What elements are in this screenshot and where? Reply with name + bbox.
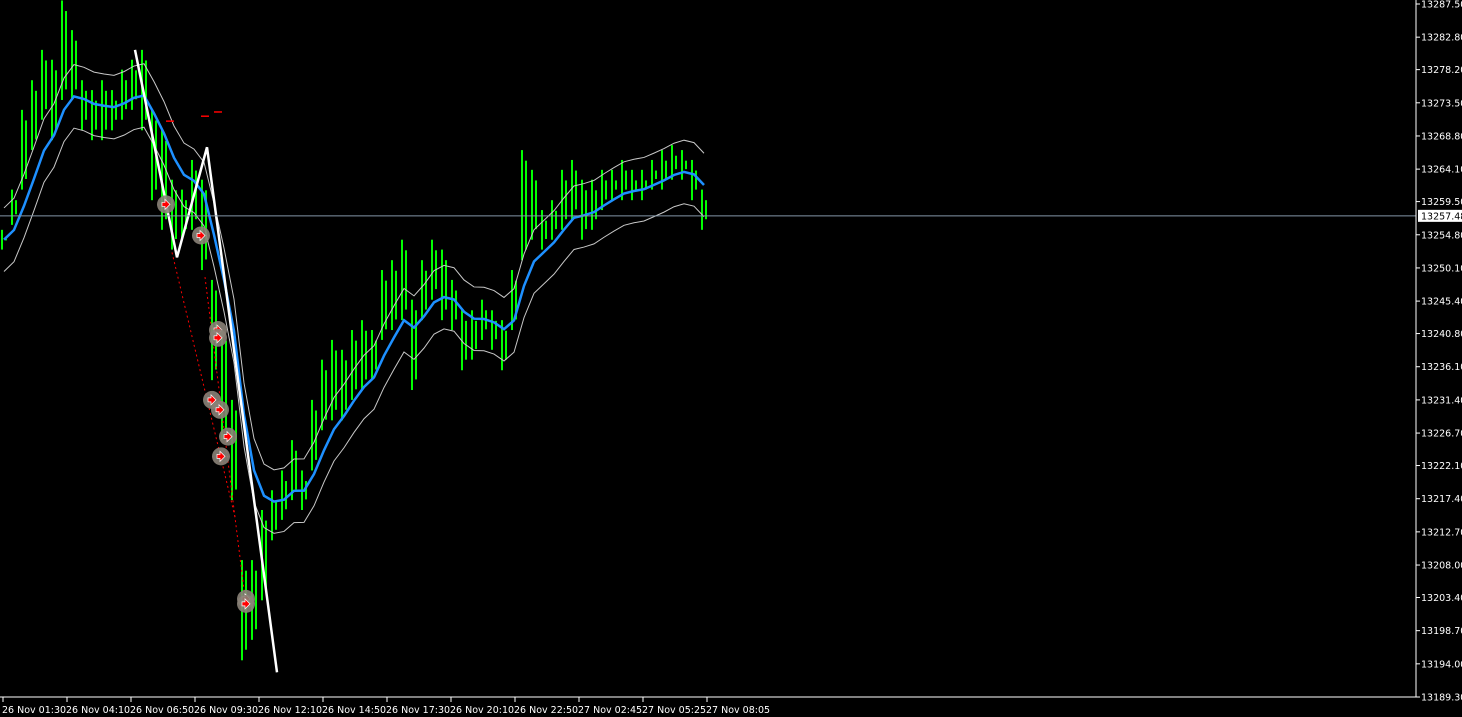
time-tick-label: 27 Nov 02:45 bbox=[578, 705, 642, 716]
current-price-value: 13257.48 bbox=[1421, 211, 1462, 222]
price-tick-label: 13287.50 bbox=[1421, 0, 1462, 11]
signal-marker bbox=[219, 427, 237, 446]
arrow-icon bbox=[213, 331, 223, 344]
price-bars bbox=[1, 0, 707, 661]
time-tick-label: 27 Nov 05:25 bbox=[642, 705, 706, 716]
time-tick-label: 26 Nov 20:10 bbox=[450, 705, 514, 716]
price-tick-label: 13273.50 bbox=[1421, 98, 1462, 109]
time-tick-label: 26 Nov 04:10 bbox=[66, 705, 130, 716]
indicators bbox=[3, 49, 705, 673]
price-tick-label: 13194.00 bbox=[1421, 659, 1462, 670]
signal-marker bbox=[212, 447, 230, 466]
price-tick-label: 13217.40 bbox=[1421, 494, 1462, 505]
arrow-icon bbox=[161, 198, 171, 211]
time-tick-label: 27 Nov 08:05 bbox=[706, 705, 770, 716]
lower-band-line bbox=[3, 126, 705, 534]
signal-marker bbox=[209, 328, 227, 347]
price-tick-label: 13203.40 bbox=[1421, 593, 1462, 604]
upper-band-line bbox=[3, 63, 705, 471]
time-tick-label: 26 Nov 06:50 bbox=[130, 705, 194, 716]
price-tick-label: 13278.20 bbox=[1421, 65, 1462, 76]
price-tick-label: 13259.50 bbox=[1421, 197, 1462, 208]
time-tick-label: 26 Nov 17:30 bbox=[386, 705, 450, 716]
arrow-icon bbox=[216, 450, 226, 463]
price-tick-label: 13222.10 bbox=[1421, 461, 1462, 472]
time-tick-label: 26 Nov 09:30 bbox=[194, 705, 258, 716]
price-tick-label: 13231.40 bbox=[1421, 395, 1462, 406]
time-tick-label: 26 Nov 22:50 bbox=[514, 705, 578, 716]
price-tick-label: 13189.30 bbox=[1421, 693, 1462, 704]
current-price-label: 13257.48 bbox=[1418, 209, 1462, 222]
signal-marker bbox=[192, 226, 210, 245]
price-tick-label: 13240.80 bbox=[1421, 329, 1462, 340]
time-axis[interactable]: 26 Nov 01:30 26 Nov 04:10 26 Nov 06:50 26 N… bbox=[2, 697, 770, 716]
signal-marker bbox=[157, 195, 175, 214]
moving-average-line bbox=[3, 94, 705, 503]
time-tick-label: 26 Nov 12:10 bbox=[258, 705, 322, 716]
arrow-icon bbox=[196, 229, 206, 242]
price-tick-label: 13198.70 bbox=[1421, 626, 1462, 637]
price-tick-label: 13212.70 bbox=[1421, 527, 1462, 538]
price-tick-label: 13208.00 bbox=[1421, 561, 1462, 572]
price-tick-label: 13282.80 bbox=[1421, 33, 1462, 44]
price-tick-label: 13268.80 bbox=[1421, 131, 1462, 142]
price-tick-label: 13264.10 bbox=[1421, 165, 1462, 176]
time-tick-label: 26 Nov 01:30 bbox=[2, 705, 66, 716]
price-tick-label: 13250.10 bbox=[1421, 263, 1462, 274]
price-tick-label: 13245.40 bbox=[1421, 297, 1462, 308]
price-axis[interactable]: 13287.50 13282.80 13278.20 13273.50 13268.80… bbox=[1416, 0, 1462, 704]
signal-marker bbox=[211, 400, 229, 419]
arrow-icon bbox=[223, 430, 233, 443]
signal-dashed-line bbox=[171, 252, 236, 518]
price-tick-label: 13236.10 bbox=[1421, 362, 1462, 373]
price-tick-label: 13226.70 bbox=[1421, 429, 1462, 440]
signal-marker bbox=[237, 594, 255, 613]
arrow-icon bbox=[207, 394, 217, 406]
arrow-icon bbox=[215, 403, 225, 416]
arrow-icon bbox=[241, 598, 251, 610]
zigzag-line bbox=[133, 49, 279, 673]
time-tick-label: 26 Nov 14:50 bbox=[322, 705, 386, 716]
price-tick-label: 13254.80 bbox=[1421, 230, 1462, 241]
